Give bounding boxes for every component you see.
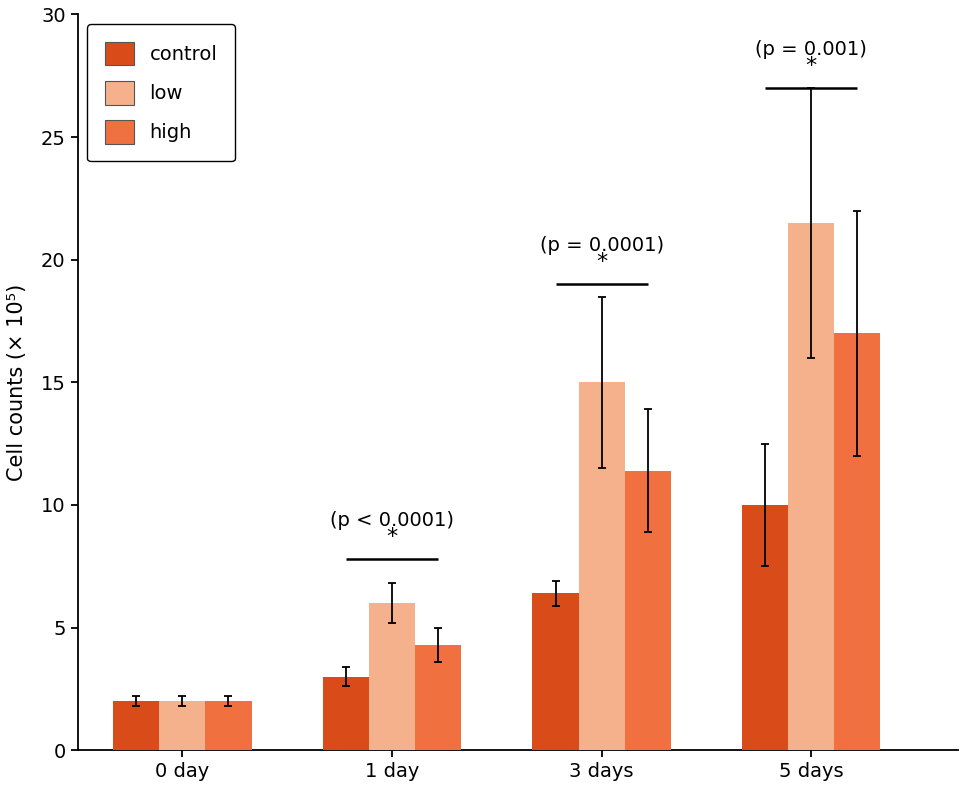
Bar	[533, 593, 579, 750]
Bar	[742, 505, 788, 750]
Text: (p = 0.0001): (p = 0.0001)	[539, 236, 664, 255]
Bar	[788, 223, 835, 750]
Text: *: *	[386, 526, 398, 547]
Bar	[579, 382, 624, 750]
Bar	[835, 333, 880, 750]
Text: (p < 0.0001): (p < 0.0001)	[330, 511, 454, 530]
Legend: control, low, high: control, low, high	[87, 24, 234, 162]
Bar	[369, 603, 415, 750]
Y-axis label: Cell counts (× 10⁵): Cell counts (× 10⁵)	[7, 284, 27, 481]
Text: *: *	[806, 56, 817, 76]
Bar	[159, 701, 206, 750]
Text: *: *	[596, 252, 607, 272]
Bar	[415, 645, 461, 750]
Bar	[323, 677, 369, 750]
Bar	[624, 470, 671, 750]
Text: (p = 0.001): (p = 0.001)	[756, 39, 868, 58]
Bar	[206, 701, 252, 750]
Bar	[113, 701, 159, 750]
